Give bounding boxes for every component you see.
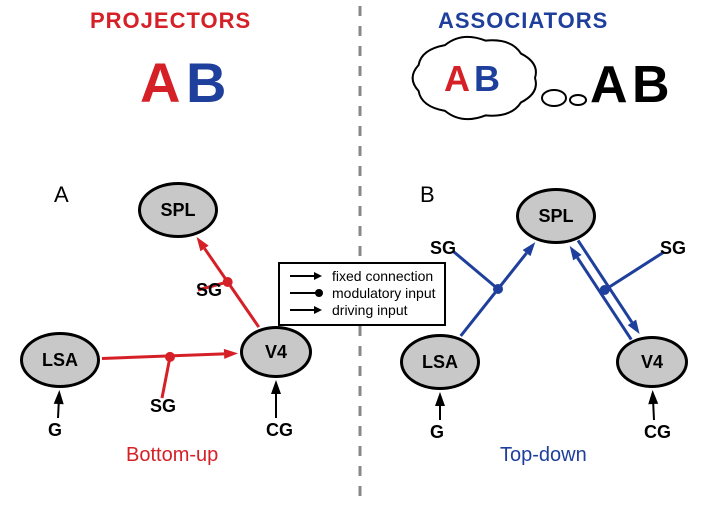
left-node-SPL: SPL [138,182,218,238]
thought-bubble-0 [542,90,566,106]
left-caption: Bottom-up [126,444,218,467]
left-SG2-label: SG [150,396,176,417]
right-node-V4: V4 [616,336,688,388]
left-ext-G [54,390,64,418]
assoc-outer-letter-1: B [632,55,670,115]
left-ext-CG [271,380,281,418]
assoc-outer-letter-0: A [590,55,628,115]
legend-row-2: driving input [288,302,436,319]
panel-label-A: A [54,182,69,208]
panel-label-B: B [420,182,435,208]
right-caption: Top-down [500,444,587,467]
legend-text-2: driving input [332,302,408,319]
right-ext-label-CG: CG [644,422,671,443]
legend-text-1: modulatory input [332,285,436,302]
legend-row-0: fixed connection [288,268,436,285]
left-mod-SG-LSAV4 [162,352,175,398]
right-ext-G [435,392,445,420]
proj-letter-1: B [186,50,226,115]
right-ext-label-G: G [430,422,444,443]
legend-text-0: fixed connection [332,268,433,285]
heading-associators: ASSOCIATORS [438,8,608,34]
right-SG_right-label: SG [660,238,686,259]
right-mod-SG-left [454,252,503,294]
right-edge-V4-SPL [570,246,632,340]
left-ext-label-G: G [48,420,62,441]
legend-row-1: modulatory input [288,285,436,302]
left-node-LSA: LSA [20,332,100,388]
diagram-root: PROJECTORSASSOCIATORSABABABABSPLLSAV4SPL… [0,0,718,506]
right-node-SPL: SPL [516,188,596,244]
cloud-letter-0: A [444,58,470,100]
right-SG_left-label: SG [430,238,456,259]
heading-projectors: PROJECTORS [90,8,251,34]
right-mod-SG-right [600,252,664,295]
right-ext-CG [648,390,658,420]
left-node-V4: V4 [240,326,312,378]
cloud-letter-1: B [474,58,500,100]
right-node-LSA: LSA [400,334,480,390]
proj-letter-0: A [140,50,180,115]
legend-box: fixed connectionmodulatory inputdriving … [278,262,446,326]
left-ext-label-CG: CG [266,420,293,441]
thought-bubble-1 [570,95,586,105]
left-SG1-label: SG [196,280,222,301]
